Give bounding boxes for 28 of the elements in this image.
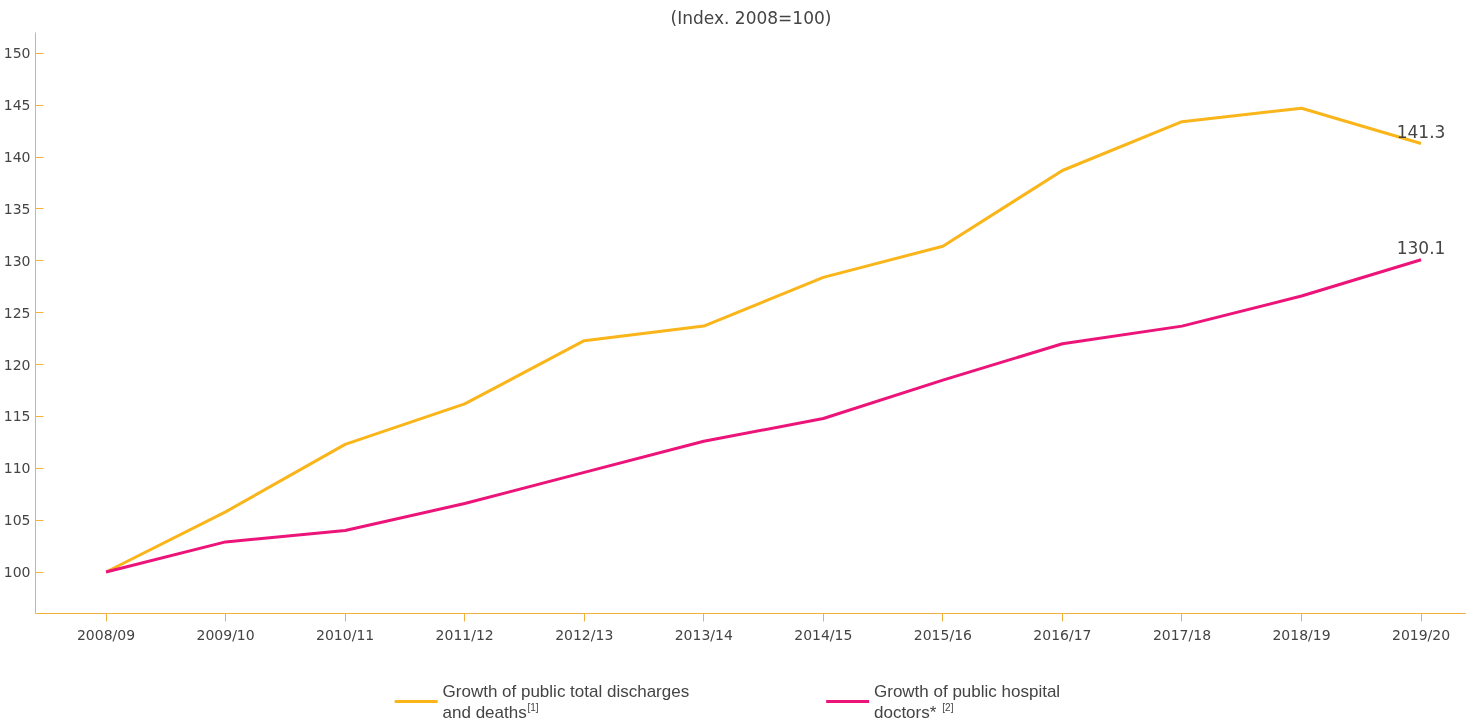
x-tick-label: 2014/15: [794, 626, 853, 643]
y-tick-label: 105: [3, 512, 31, 529]
x-tick-label: 2012/13: [555, 626, 614, 643]
x-tick-label: 2011/12: [435, 626, 494, 643]
y-tick-label: 130: [3, 252, 31, 269]
x-tick-label: 2015/16: [913, 626, 973, 643]
x-tick-label: 2009/10: [196, 626, 255, 643]
x-tick-label: 2019/20: [1391, 626, 1451, 643]
y-tick-label: 150: [3, 45, 31, 62]
line-series: [104, 258, 1423, 574]
x-tick-label: 2010/11: [316, 626, 375, 643]
x-tick-label: 2018/19: [1272, 626, 1331, 643]
y-tick-label: 145: [3, 97, 31, 114]
x-tick-label: 2013/14: [674, 626, 733, 643]
y-tick-label: 135: [3, 200, 31, 217]
x-tick-label: 2016/17: [1033, 626, 1092, 643]
y-tick-label: 140: [3, 149, 31, 165]
chart-title: (Index. 2008=100): [670, 7, 832, 28]
annotation: 130.1: [1396, 237, 1446, 258]
y-tick-label: 125: [3, 304, 31, 321]
y-tick-label: 100: [3, 564, 31, 580]
y-tick-label: 115: [3, 408, 31, 425]
y-tick-label: 110: [3, 460, 31, 477]
y-tick-label: 120: [3, 356, 31, 373]
legend-label: Growth of public hospital doctors*[2]: [873, 681, 1061, 722]
annotation: 141.3: [1396, 121, 1446, 142]
x-tick-label: 2017/18: [1152, 626, 1212, 643]
x-tick-label: 2008/09: [76, 626, 136, 643]
